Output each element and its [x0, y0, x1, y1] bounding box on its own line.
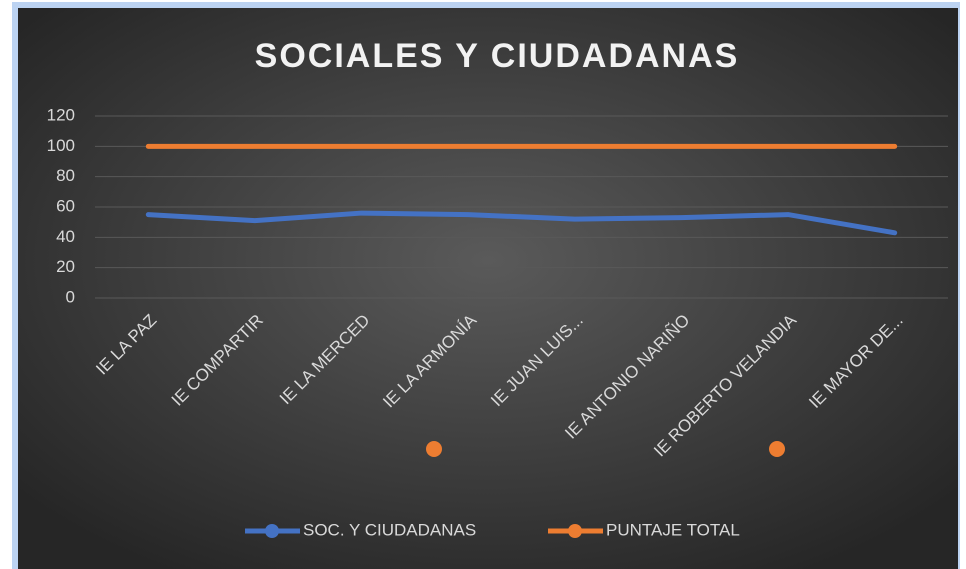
series-line — [145, 210, 898, 236]
legend-label: SOC. Y CIUDADANAS — [303, 520, 476, 539]
y-tick-label: 60 — [56, 196, 75, 215]
stray-marker — [426, 441, 442, 457]
y-tick-label: 100 — [47, 136, 75, 155]
chart-background — [18, 8, 958, 569]
y-tick-label: 0 — [66, 287, 75, 306]
stray-marker — [769, 441, 785, 457]
y-tick-label: 80 — [56, 166, 75, 185]
legend-label: PUNTAJE TOTAL — [606, 520, 740, 539]
y-tick-label: 40 — [56, 227, 75, 246]
legend-marker — [568, 524, 582, 538]
chart-title: SOCIALES Y CIUDADANAS — [255, 37, 740, 75]
y-tick-label: 120 — [47, 105, 75, 124]
y-tick-label: 20 — [56, 257, 75, 276]
legend-marker — [265, 524, 279, 538]
